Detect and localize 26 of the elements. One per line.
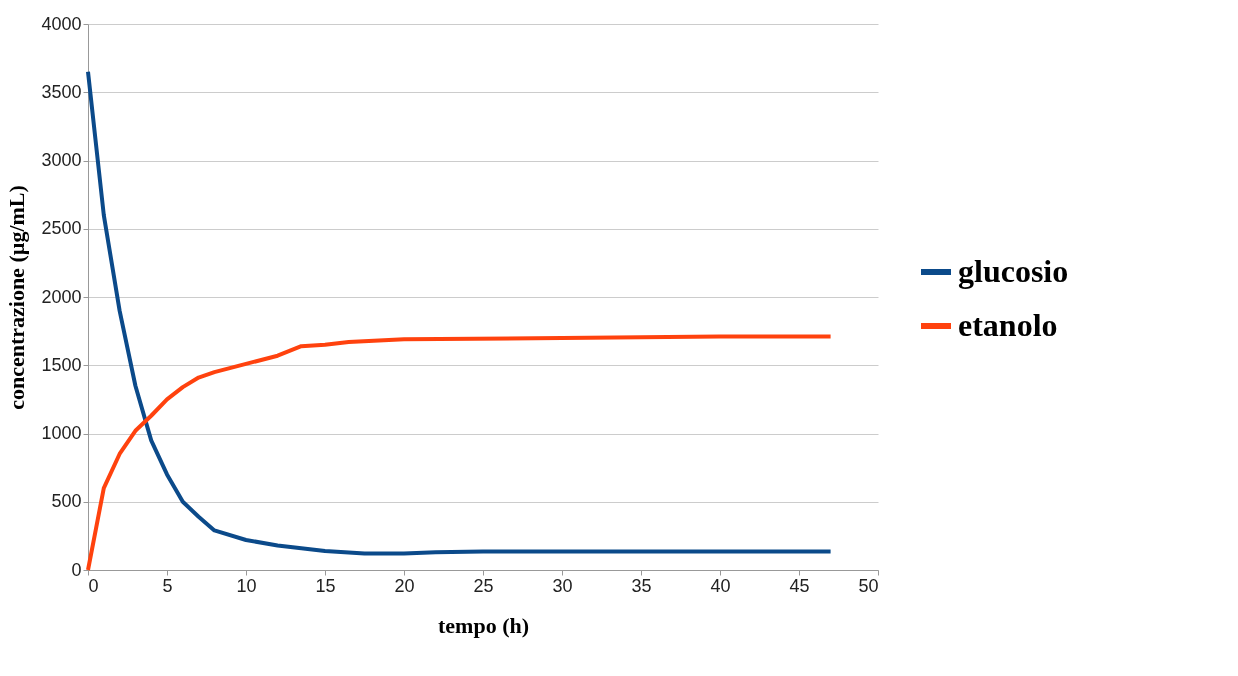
x-tick-label: 30 (552, 575, 573, 596)
y-tick-label: 1000 (41, 423, 82, 443)
x-tick-label: 50 (858, 575, 879, 596)
x-tick-label: 15 (315, 575, 336, 596)
x-tick-label: 5 (162, 575, 173, 596)
x-tick-label: 40 (710, 575, 731, 596)
x-tick-label: 35 (631, 575, 652, 596)
legend-label: etanolo (958, 307, 1058, 343)
x-axis-title: tempo (h) (437, 612, 530, 638)
y-tick-label: 2000 (41, 286, 82, 307)
y-tick-label: 3000 (41, 150, 82, 170)
y-tick-label: 500 (51, 491, 82, 512)
line-series (86, 334, 833, 572)
x-tick-label: 10 (236, 575, 257, 596)
x-tick-label: 20 (394, 575, 415, 596)
y-tick-label: 0 (71, 559, 82, 580)
y-axis-title: concentrazione (µg/mL) (4, 185, 30, 410)
y-tick-label: 4000 (41, 13, 82, 34)
x-tick-label: 45 (789, 575, 810, 596)
x-tick-label: 0 (88, 575, 99, 596)
y-tick-label: 3500 (41, 81, 82, 102)
y-tick-label: 2500 (41, 218, 82, 239)
y-tick-label: 1500 (41, 354, 82, 375)
line-series (86, 69, 833, 556)
x-tick-label: 25 (473, 575, 494, 596)
legend-label: glucosio (958, 253, 1069, 289)
